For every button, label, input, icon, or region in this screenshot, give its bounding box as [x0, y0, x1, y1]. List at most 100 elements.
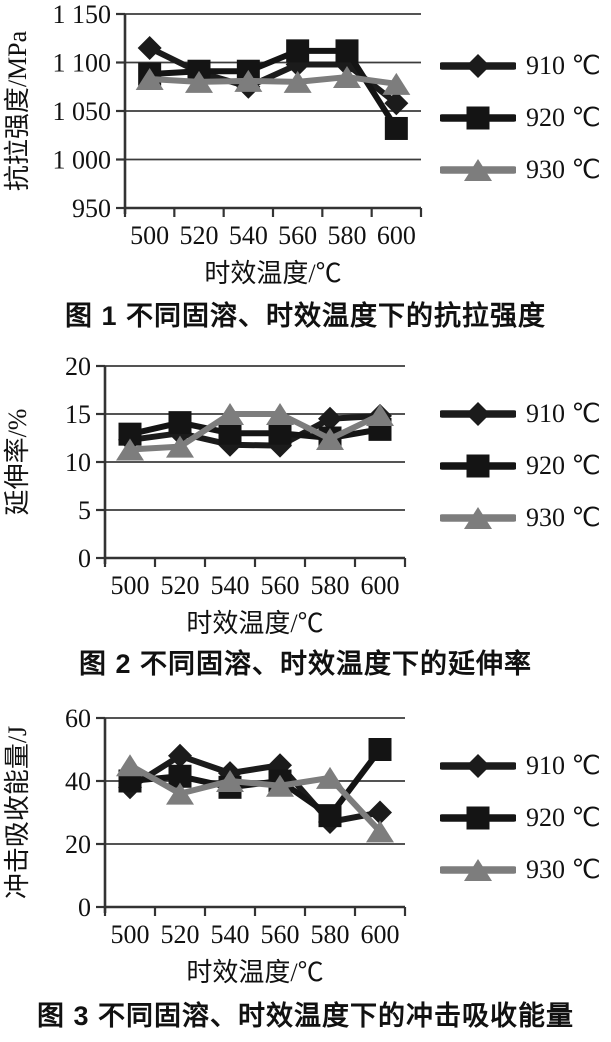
- triangle-marker: [382, 72, 411, 95]
- square-marker: [466, 806, 490, 830]
- triangle-marker: [216, 403, 244, 425]
- figure-1-tensile-strength-block: 950 1 000 1 050 1 100 1 150 500 520 540 560 580 60…: [0, 0, 611, 333]
- square-marker: [466, 454, 490, 478]
- legend-item-910℃: 910 ℃: [440, 399, 601, 428]
- square-marker: [286, 39, 310, 63]
- triangle-marker: [185, 70, 213, 93]
- y-tick-label: 1 050: [53, 97, 112, 126]
- figure-2-legend: 910 ℃ 920 ℃ 930 ℃: [440, 399, 601, 556]
- square-legend-icon: [440, 106, 516, 130]
- triangle-marker: [135, 67, 164, 90]
- legend-item-920℃: 920 ℃: [440, 103, 601, 132]
- y-tick-label: 40: [65, 767, 91, 796]
- diamond-marker: [384, 91, 409, 116]
- y-tick-label: 0: [78, 893, 91, 922]
- triangle-marker: [116, 438, 144, 461]
- square-marker: [384, 116, 408, 140]
- square-marker: [335, 39, 359, 63]
- legend-label: 930 ℃: [526, 503, 601, 532]
- y-tick-label: 950: [72, 194, 111, 223]
- square-marker: [168, 411, 192, 435]
- triangle-marker: [464, 159, 492, 181]
- legend-label: 910 ℃: [526, 399, 601, 428]
- legend-item-910℃: 910 ℃: [440, 751, 601, 780]
- square-marker: [268, 421, 292, 445]
- series-line-2: [129, 411, 382, 453]
- triangle-marker: [464, 859, 492, 881]
- triangle-marker: [283, 70, 312, 93]
- legend-item-930℃: 930 ℃: [440, 855, 601, 884]
- x-tick-label: 560: [261, 571, 300, 600]
- y-tick-label: 20: [65, 352, 91, 381]
- x-tick-label: 580: [328, 221, 367, 250]
- triangle-marker: [166, 782, 194, 805]
- x-tick-label: 520: [180, 221, 219, 250]
- legend-label: 920 ℃: [526, 103, 601, 132]
- x-tick-label: 600: [361, 920, 400, 949]
- diamond-marker: [466, 754, 490, 778]
- legend-item-920℃: 920 ℃: [440, 803, 601, 832]
- diamond-legend-icon: [440, 754, 516, 778]
- square-marker: [368, 738, 392, 761]
- figure-2-elongation-block: 0 5 10 15 20 500 520 540 560 580 600 时效温度/℃ 延伸率/% 91…: [0, 348, 611, 681]
- x-tick-label: 520: [161, 920, 200, 949]
- square-legend-icon: [440, 806, 516, 830]
- series-line-2: [149, 74, 397, 87]
- x-tick-label: 560: [278, 221, 317, 250]
- triangle-legend-icon: [440, 507, 516, 529]
- triangle-marker: [366, 820, 394, 843]
- figure-3-impact-energy-block: 0 20 40 60 500 520 540 560 580 600 时效温度/℃ 冲击吸收能量/J …: [0, 700, 611, 1033]
- square-marker: [118, 422, 142, 446]
- diamond-marker: [318, 406, 342, 431]
- figure-1-caption: 图 1 不同固溶、时效温度下的抗拉强度: [64, 301, 547, 331]
- diamond-legend-icon: [440, 54, 516, 78]
- square-marker: [218, 421, 242, 445]
- figure-2-caption: 图 2 不同固溶、时效温度下的延伸率: [78, 649, 533, 679]
- legend-item-930℃: 930 ℃: [440, 503, 601, 532]
- square-marker: [168, 764, 192, 788]
- triangle-legend-icon: [440, 159, 516, 181]
- diamond-marker: [168, 743, 192, 768]
- triangle-marker: [116, 754, 144, 777]
- square-marker: [466, 106, 490, 130]
- y-tick-label: 5: [78, 496, 91, 525]
- y-tick-label: 10: [65, 448, 91, 477]
- triangle-marker: [316, 427, 344, 450]
- x-tick-label: 500: [111, 920, 150, 949]
- elongation-plot: 0 5 10 15 20 500 520 540 560 580 600 时效温度/℃ 延伸率/%: [3, 352, 407, 636]
- y-tick-label: 20: [65, 830, 91, 859]
- square-legend-icon: [440, 454, 516, 478]
- triangle-legend-icon: [440, 859, 516, 881]
- legend-label: 920 ℃: [526, 803, 601, 832]
- diamond-marker: [335, 52, 359, 77]
- y-axis-title: 延伸率/%: [3, 409, 32, 516]
- triangle-marker: [266, 774, 294, 797]
- triangle-marker: [234, 69, 263, 92]
- y-axis-title: 冲击吸收能量/J: [3, 726, 32, 899]
- diamond-marker: [137, 35, 162, 60]
- x-tick-label: 600: [377, 221, 416, 250]
- legend-label: 910 ℃: [526, 751, 601, 780]
- x-tick-label: 580: [311, 571, 350, 600]
- figure-1-chart-row: 950 1 000 1 050 1 100 1 150 500 520 540 560 580 60…: [0, 0, 611, 290]
- x-axis-title: 时效温度/℃: [186, 609, 323, 636]
- y-tick-label: 1 150: [53, 0, 112, 29]
- x-tick-label: 580: [311, 920, 350, 949]
- tensile-strength-plot: 950 1 000 1 050 1 100 1 150 500 520 540 560 580 60…: [3, 0, 423, 288]
- diamond-marker: [466, 402, 490, 426]
- figure-3-chart-row: 0 20 40 60 500 520 540 560 580 600 时效温度/℃ 冲击吸收能量/J …: [0, 700, 611, 990]
- figure-1-legend: 910 ℃ 920 ℃ 930 ℃: [440, 51, 601, 208]
- triangle-marker: [333, 66, 361, 89]
- y-tick-label: 60: [65, 704, 91, 733]
- triangle-marker: [266, 403, 294, 425]
- diamond-marker: [285, 52, 310, 77]
- impact-energy-plot: 0 20 40 60 500 520 540 560 580 600 时效温度/℃ 冲击吸收能量/J: [3, 704, 407, 987]
- x-tick-label: 520: [161, 571, 200, 600]
- diamond-marker: [466, 54, 490, 78]
- square-marker: [318, 804, 342, 828]
- legend-label: 930 ℃: [526, 855, 601, 884]
- x-tick-label: 560: [261, 920, 300, 949]
- diamond-legend-icon: [440, 402, 516, 426]
- y-tick-label: 15: [65, 400, 91, 429]
